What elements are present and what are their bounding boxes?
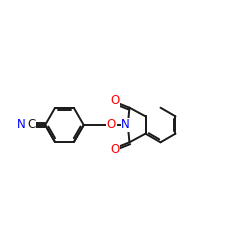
Text: O: O	[107, 118, 116, 132]
Text: O: O	[110, 143, 120, 156]
Text: N: N	[121, 118, 130, 132]
Text: O: O	[110, 94, 120, 107]
Text: N: N	[17, 118, 26, 132]
Text: C: C	[28, 118, 36, 132]
